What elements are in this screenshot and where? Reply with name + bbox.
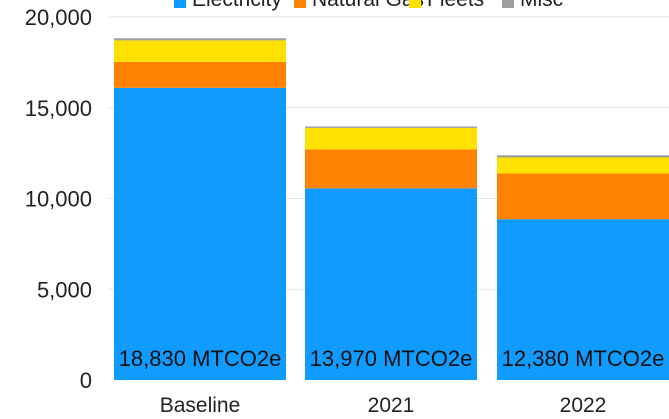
y-axis-ticks: 0 5,000 10,000 15,000 20,000	[25, 5, 92, 393]
y-tick-label: 5,000	[37, 277, 92, 302]
x-axis-categories: Baseline 2021 2022	[160, 394, 607, 417]
y-tick-label: 10,000	[25, 187, 92, 212]
bar-segment-natural-gas	[114, 61, 286, 88]
x-category-label: 2021	[368, 394, 415, 417]
bar-segment-natural-gas	[305, 149, 477, 189]
legend-swatch	[294, 0, 306, 8]
bar-segment-misc	[305, 126, 477, 128]
bar-total-label: 12,380 MTCO2e	[502, 346, 665, 371]
legend-swatch	[174, 0, 186, 8]
y-tick-label: 15,000	[25, 96, 92, 121]
bar-segment-fleets	[305, 127, 477, 150]
y-tick-label: 20,000	[25, 5, 92, 30]
bar-segment-misc	[497, 155, 669, 158]
legend-item-label: Fleets	[427, 0, 484, 11]
x-category-label: 2022	[560, 394, 607, 417]
y-tick-label: 0	[80, 368, 92, 393]
legend-item-label: Natural Gas	[312, 0, 424, 11]
bars	[114, 38, 669, 380]
bar-segment-electricity	[305, 188, 477, 380]
bar-segment-electricity	[497, 219, 669, 380]
bar-total-label: 13,970 MTCO2e	[310, 346, 473, 371]
legend-swatch	[502, 0, 514, 8]
bar-segment-fleets	[114, 40, 286, 62]
legend-item-label: Electricity	[192, 0, 282, 11]
legend: Electricity Natural GasFleets Misc	[174, 0, 563, 11]
bar-segment-misc	[114, 38, 286, 41]
x-category-label: Baseline	[160, 394, 241, 417]
bar-segment-natural-gas	[497, 173, 669, 220]
bar-segment-fleets	[497, 157, 669, 174]
bar-segment-electricity	[114, 87, 286, 380]
bar-total-label: 18,830 MTCO2e	[119, 346, 282, 371]
total-labels: 18,830 MTCO2e 13,970 MTCO2e 12,380 MTCO2e	[119, 346, 665, 371]
legend-item-label: Misc	[520, 0, 563, 11]
legend-swatch	[409, 0, 421, 8]
